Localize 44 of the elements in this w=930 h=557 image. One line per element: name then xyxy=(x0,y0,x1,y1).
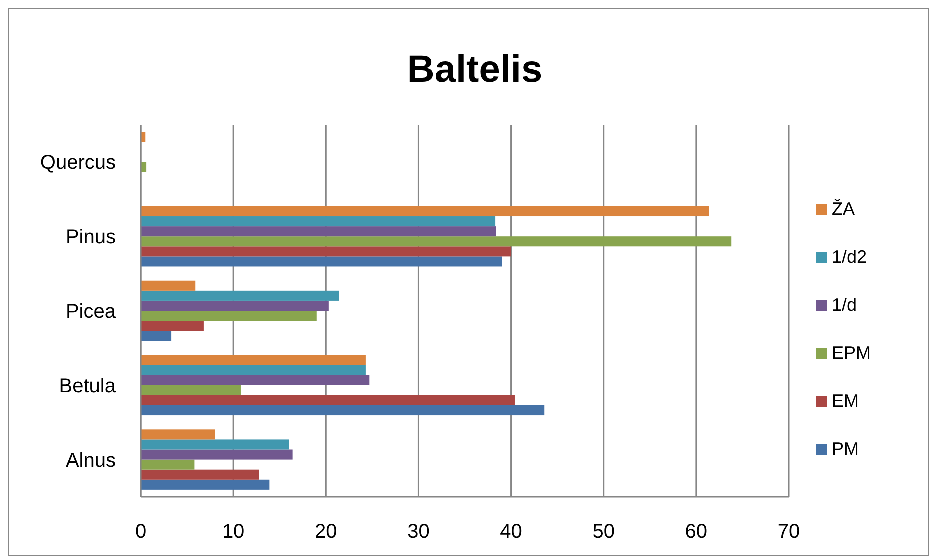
legend-label: 1/d xyxy=(832,295,858,315)
bar xyxy=(141,440,290,450)
y-tick-label: Picea xyxy=(66,301,117,323)
bar xyxy=(141,311,317,322)
bar xyxy=(141,480,270,490)
legend-label: EPM xyxy=(832,343,872,363)
bar xyxy=(141,430,216,440)
bar xyxy=(141,256,502,267)
bar xyxy=(141,375,370,386)
bar xyxy=(141,321,204,332)
x-tick-label: 70 xyxy=(778,521,800,543)
legend-label: EM xyxy=(832,391,859,411)
bar xyxy=(141,280,196,291)
bar xyxy=(141,470,260,480)
x-tick-label: 10 xyxy=(222,521,245,543)
y-tick-label: Quercus xyxy=(40,152,116,174)
bar xyxy=(141,236,732,247)
x-tick-label: 50 xyxy=(592,521,615,543)
legend-label: 1/d2 xyxy=(832,247,868,267)
bar xyxy=(141,226,496,237)
x-tick-label: 20 xyxy=(315,521,338,543)
bar xyxy=(141,395,515,406)
y-tick-label: Betula xyxy=(59,375,117,398)
legend-label: PM xyxy=(832,439,859,459)
bar xyxy=(141,246,512,257)
bar xyxy=(141,450,293,460)
bar xyxy=(141,385,241,396)
x-tick-label: 60 xyxy=(685,521,708,543)
bar xyxy=(141,300,329,311)
x-tick-label: 30 xyxy=(408,521,430,543)
bar xyxy=(141,206,710,217)
x-tick-label: 0 xyxy=(135,521,147,543)
y-tick-label: Alnus xyxy=(66,450,116,472)
bar xyxy=(141,460,195,470)
legend-label: ŽA xyxy=(832,199,856,219)
chart-title: Baltelis xyxy=(407,49,543,91)
x-tick-label: 40 xyxy=(500,521,522,543)
bar xyxy=(141,290,340,301)
bar xyxy=(141,355,366,366)
bar xyxy=(141,331,172,342)
bar xyxy=(141,216,496,227)
y-tick-label: Pinus xyxy=(66,226,116,249)
bar xyxy=(141,405,545,416)
bar xyxy=(141,365,366,376)
